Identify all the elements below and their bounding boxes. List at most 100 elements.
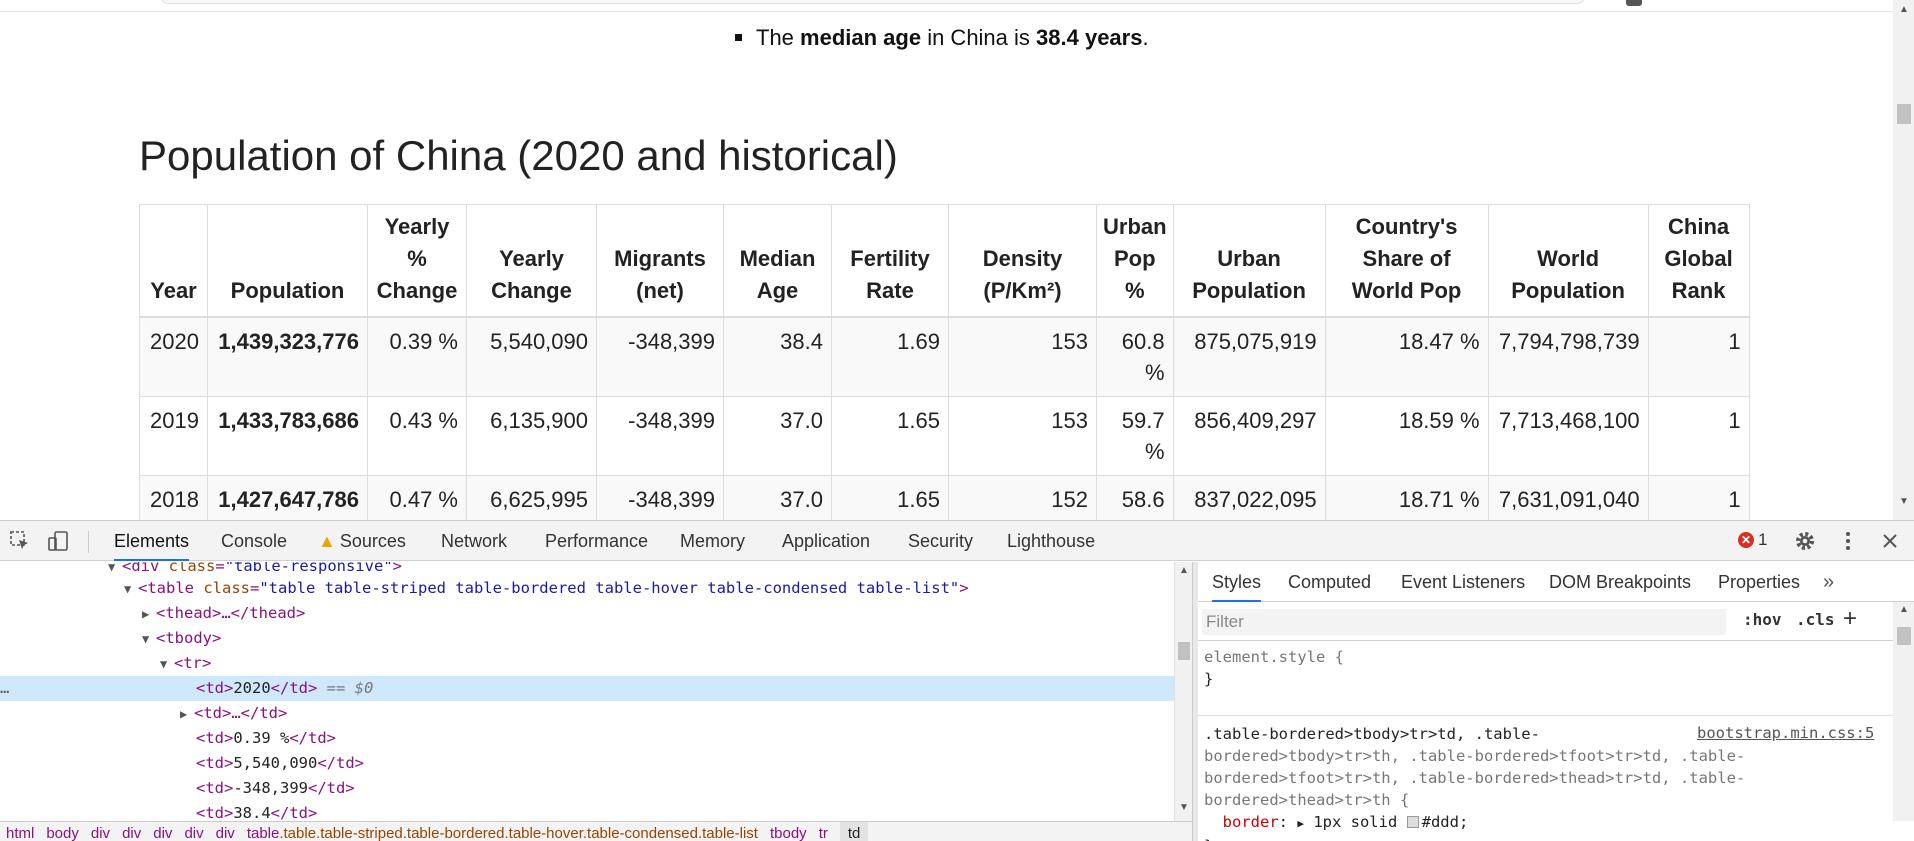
row-dots-icon[interactable]: … — [0, 679, 10, 697]
scroll-down-icon[interactable]: ▼ — [1179, 802, 1189, 813]
breadcrumb-item[interactable]: div — [153, 825, 173, 841]
dom-node-tbody[interactable]: ▼ <tbody> — [0, 626, 1174, 651]
breadcrumb-item[interactable]: div — [90, 825, 111, 841]
css-property-name[interactable]: border — [1222, 813, 1279, 831]
table-row[interactable]: 2018 1,427,647,786 0.47 % 6,625,995 -348,399… — [139, 474, 1750, 520]
breadcrumb-item[interactable]: div — [184, 825, 204, 841]
tab-event-listeners[interactable]: Event Listeners — [1401, 572, 1526, 592]
new-rule-icon[interactable]: + — [1843, 605, 1858, 632]
breadcrumb-item[interactable]: div — [215, 825, 235, 841]
breadcrumb-item[interactable]: tr — [818, 825, 828, 841]
column-header[interactable]: World Population — [1487, 204, 1649, 318]
dom-node-td[interactable]: <td>38.4</td> — [196, 804, 318, 822]
table-cell: 875,075,919 — [1172, 316, 1326, 397]
scroll-up-icon[interactable]: ▲ — [1899, 604, 1909, 615]
expand-arrow-icon[interactable]: ▶ — [180, 707, 188, 721]
scrollbar-thumb[interactable] — [1178, 642, 1190, 660]
breadcrumb-item[interactable]: html — [6, 825, 35, 841]
tab-network[interactable]: Network — [441, 531, 508, 551]
table-cell: 1 — [1647, 316, 1750, 397]
tab-security[interactable]: Security — [908, 531, 974, 551]
dom-node-td[interactable]: <td>5,540,090</td> — [196, 754, 364, 772]
scroll-up-icon[interactable]: ▲ — [1179, 565, 1189, 576]
more-options-icon[interactable] — [1836, 529, 1860, 553]
column-header[interactable]: Yearly Change — [466, 204, 597, 318]
rule-source-link[interactable]: bootstrap.min.css:5 — [1697, 724, 1875, 742]
expand-arrow-icon[interactable]: ▶ — [142, 607, 150, 621]
scrollbar-thumb[interactable] — [1897, 627, 1911, 645]
tab-lighthouse[interactable]: Lighthouse — [1007, 531, 1096, 551]
devtools-panel: Elements Console ▲ Sources Network Perfor… — [0, 520, 1914, 841]
scroll-up-icon[interactable]: ▲ — [1899, 4, 1909, 15]
tab-styles[interactable]: Styles — [1212, 562, 1262, 602]
search-pill[interactable] — [160, 0, 1585, 4]
dom-node-td-selected[interactable]: … <td>2020</td> == $0 — [0, 676, 1174, 701]
column-header[interactable]: Migrants (net) — [596, 204, 724, 318]
table-cell: 2019 — [139, 395, 208, 476]
styles-scrollbar[interactable]: ▲ — [1893, 602, 1914, 821]
tab-computed[interactable]: Computed — [1288, 572, 1372, 592]
dom-node-tr[interactable]: ▼ <tr> — [0, 651, 1174, 676]
collapse-arrow-icon[interactable]: ▼ — [160, 657, 168, 671]
breadcrumb-item[interactable]: table.table.table-striped.table-bordered… — [246, 825, 758, 841]
error-count: 1 — [1758, 530, 1768, 549]
collapse-arrow-icon[interactable]: ▼ — [124, 582, 132, 596]
column-header[interactable]: Urban Population — [1172, 204, 1326, 318]
inspect-element-icon[interactable] — [8, 529, 32, 553]
table-cell: 37.0 — [723, 474, 832, 520]
hov-toggle[interactable]: :hov — [1743, 610, 1782, 629]
column-header[interactable]: Urban Pop% — [1096, 204, 1174, 318]
expand-arrow-icon[interactable]: ▶ — [1297, 817, 1304, 830]
dom-node-div-table-responsive[interactable]: ▼ <div class="table-responsive"> — [0, 562, 1174, 579]
collapse-arrow-icon[interactable]: ▼ — [108, 562, 116, 574]
scroll-down-icon[interactable]: ▼ — [1899, 496, 1909, 507]
tab-application[interactable]: Application — [782, 531, 871, 551]
panel-splitter[interactable] — [1192, 562, 1198, 841]
breadcrumb-item[interactable]: td — [839, 822, 869, 841]
more-tabs-icon[interactable]: » — [1823, 571, 1835, 593]
breadcrumb-item[interactable]: div — [122, 825, 142, 841]
breadcrumb-item[interactable]: tbody — [769, 825, 807, 841]
column-header[interactable]: Country's Share of World Pop — [1324, 204, 1489, 318]
tab-memory[interactable]: Memory — [680, 531, 746, 551]
dom-node-td[interactable]: <td>-348,399</td> — [196, 779, 355, 797]
column-header[interactable]: Density (P/Km²) — [948, 204, 1097, 318]
device-toolbar-icon[interactable] — [46, 529, 70, 553]
breadcrumb-item[interactable]: body — [46, 825, 79, 841]
dom-node-thead[interactable]: ▶ <thead>…</thead> — [0, 601, 1174, 626]
bootstrap-rule[interactable]: .table-bordered>tbody>tr>td, .table- bor… — [1204, 725, 1746, 841]
tab-dom-breakpoints[interactable]: DOM Breakpoints — [1549, 572, 1692, 592]
bullet-bold-2: 38.4 years — [1036, 25, 1143, 50]
scrollbar-thumb[interactable] — [1897, 104, 1911, 124]
dom-node-td[interactable]: <td>0.39 %</td> — [196, 729, 336, 747]
tab-performance[interactable]: Performance — [545, 531, 649, 551]
column-header[interactable]: Population — [207, 204, 368, 318]
element-style-rule[interactable]: element.style { } — [1204, 648, 1344, 688]
page-scrollbar[interactable]: ▲ ▼ — [1893, 0, 1914, 520]
column-header[interactable]: Median Age — [723, 204, 832, 318]
settings-gear-icon[interactable] — [1793, 529, 1817, 553]
error-count-badge[interactable]: ✕ 1 — [1738, 530, 1767, 550]
elements-scrollbar[interactable]: ▲ ▼ — [1174, 562, 1192, 822]
tab-sources[interactable]: ▲ Sources — [318, 521, 406, 561]
tab-elements[interactable]: Elements — [114, 521, 190, 561]
table-cell: 18.59 % — [1324, 395, 1489, 476]
column-header[interactable]: Fertility Rate — [831, 204, 949, 318]
table-row[interactable]: 2020 1,439,323,776 0.39 % 5,540,090 -348,399… — [139, 316, 1750, 397]
tab-console[interactable]: Console — [221, 531, 288, 551]
column-header[interactable]: China Global Rank — [1647, 204, 1750, 318]
collapse-arrow-icon[interactable]: ▼ — [142, 632, 150, 646]
color-swatch-icon[interactable] — [1406, 816, 1419, 828]
column-header[interactable]: Yearly% Change — [367, 204, 467, 318]
column-header[interactable]: Year — [139, 204, 208, 318]
table-row[interactable]: 2019 1,433,783,686 0.43 % 6,135,900 -348,399… — [139, 395, 1750, 476]
styles-filter-input[interactable] — [1202, 609, 1726, 635]
cls-toggle[interactable]: .cls — [1796, 610, 1835, 629]
page-viewport: The median age in China is 38.4 years. P… — [0, 0, 1914, 520]
tab-properties[interactable]: Properties — [1718, 572, 1801, 592]
column-header-text: World — [1537, 246, 1600, 271]
column-header-text: Urban — [1103, 214, 1167, 239]
dom-node-table[interactable]: ▼ <table class="table table-striped table… — [0, 576, 1174, 601]
dom-node-td-collapsed[interactable]: ▶ <td>…</td> — [0, 701, 1174, 726]
close-devtools-icon[interactable] — [1878, 529, 1902, 553]
